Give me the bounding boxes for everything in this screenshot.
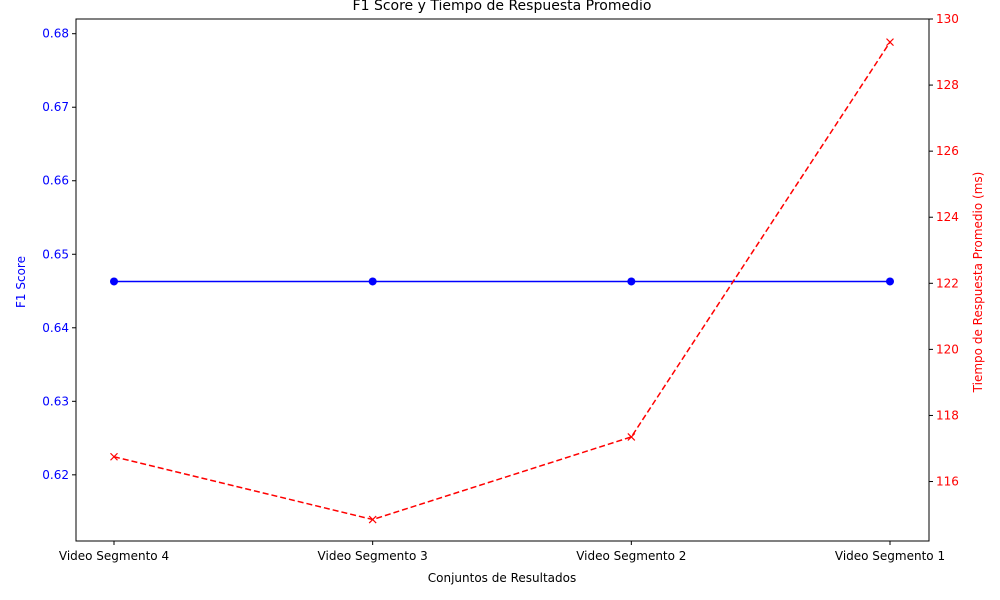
- left-tick-label: 0.67: [42, 100, 69, 114]
- marker-stroke: [368, 515, 377, 524]
- series-2-line: [113, 41, 891, 521]
- right-tick-label: 120: [936, 342, 959, 356]
- marker-stroke: [627, 433, 636, 441]
- left-tick-label: 0.64: [42, 321, 69, 335]
- left-axis-label: F1 Score: [14, 256, 28, 308]
- left-tick-label: 0.68: [42, 27, 69, 41]
- right-axis-ticks: 116 118 120 122 124 126 128 130: [929, 12, 959, 489]
- series-1-point: [886, 277, 894, 286]
- right-tick-label: 116: [936, 475, 959, 489]
- x-tick-label: Video Segmento 3: [318, 549, 428, 563]
- left-tick-label: 0.66: [42, 174, 69, 188]
- series-layer: [110, 38, 894, 524]
- series-1-point: [627, 277, 636, 286]
- chart-title: F1 Score y Tiempo de Respuesta Promedio: [353, 0, 652, 14]
- right-tick-label: 122: [936, 276, 959, 290]
- marker-stroke: [110, 452, 118, 461]
- left-tick-label: 0.62: [42, 468, 69, 482]
- series-2-point: [110, 452, 118, 461]
- x-tick-label: Video Segmento 4: [59, 549, 169, 563]
- marker-stroke: [886, 38, 894, 47]
- left-tick-label: 0.63: [42, 394, 69, 408]
- series-2-point: [886, 38, 894, 47]
- x-tick-label: Video Segmento 1: [835, 549, 945, 563]
- plot-frame: [75, 18, 930, 542]
- series-2-point: [368, 515, 377, 524]
- plot-area: [75, 18, 930, 542]
- left-tick-label: 0.65: [42, 247, 69, 261]
- right-tick-label: 126: [936, 144, 959, 158]
- x-axis-label: Conjuntos de Resultados: [428, 571, 576, 585]
- right-tick-label: 118: [936, 408, 959, 422]
- x-tick-label: Video Segmento 2: [576, 549, 686, 563]
- right-axis-label: Tiempo de Respuesta Promedio (ms): [971, 172, 985, 394]
- right-tick-label: 130: [936, 12, 959, 26]
- right-tick-label: 124: [936, 210, 959, 224]
- series-1-point: [110, 277, 118, 286]
- left-axis-ticks: 0.62 0.63 0.64 0.65 0.66 0.67 0.68: [42, 27, 76, 482]
- series-1-point: [368, 277, 377, 286]
- series-2-point: [627, 433, 636, 441]
- x-axis-ticks: Video Segmento 4 Video Segmento 3 Video Se…: [59, 541, 945, 563]
- right-tick-label: 128: [936, 78, 959, 92]
